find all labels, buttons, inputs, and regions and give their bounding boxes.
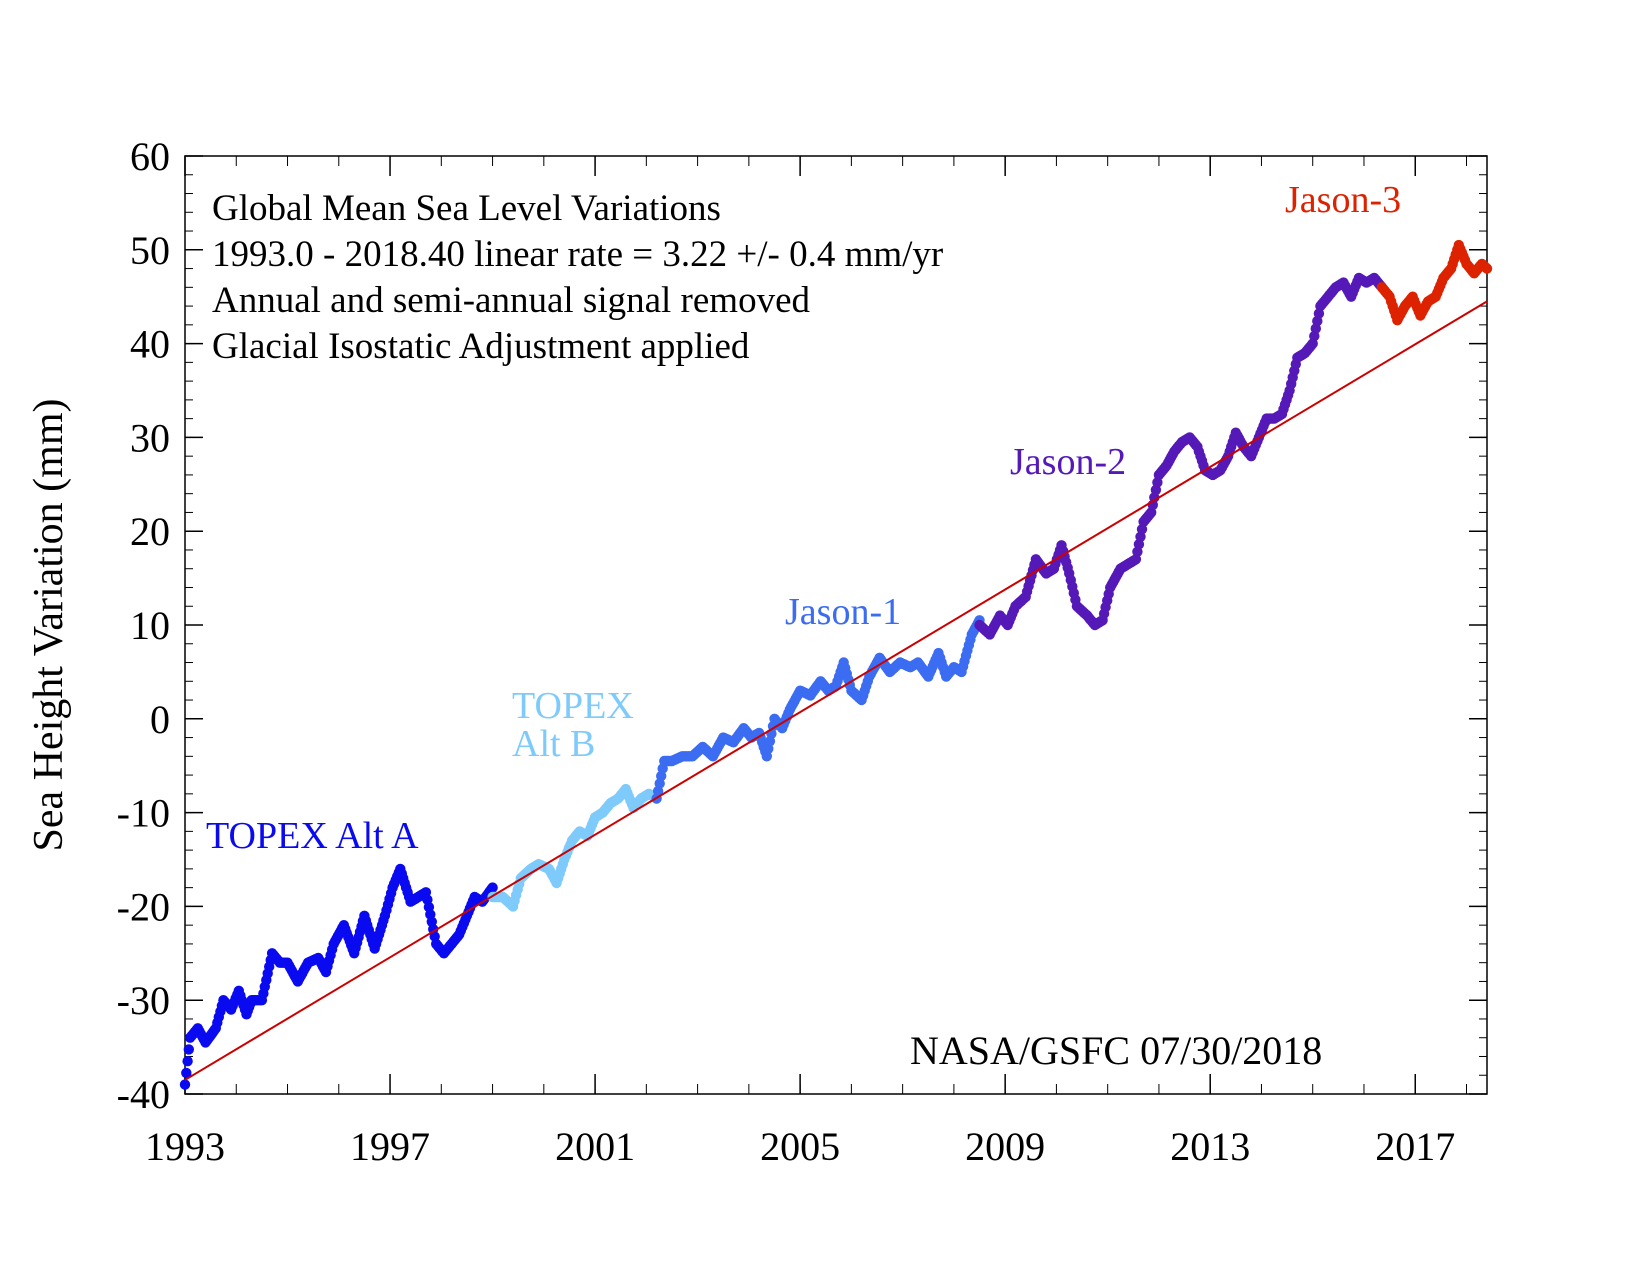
data-point [487,882,498,893]
x-tick-label: 1997 [350,1124,430,1169]
y-tick-label: -10 [117,791,170,836]
y-axis-label: Sea Height Variation (mm) [26,399,72,852]
series-layer [179,239,1493,1090]
annotation-gia: Glacial Isostatic Adjustment applied [212,326,750,367]
series-0 [179,863,498,1090]
x-tick-label: 2005 [760,1124,840,1169]
trend-line [184,300,1488,1081]
y-tick-label: 0 [150,697,170,742]
x-tick-label: 2017 [1375,1124,1455,1169]
y-tick-label: 10 [130,603,170,648]
x-tick-labels: 1993 1997 2001 2005 2009 2013 2017 [145,1124,1455,1169]
series-label-topex-alt-b-line1: TOPEX [512,685,634,727]
y-tick-label: -40 [117,1072,170,1117]
series-1 [487,783,662,912]
y-tick-label: -20 [117,884,170,929]
series-label-jason-1: Jason-1 [785,591,901,633]
data-point [179,1079,191,1090]
credit-label: NASA/GSFC 07/30/2018 [910,1028,1322,1073]
series-3 [974,272,1388,640]
data-point [1481,263,1493,274]
x-tick-label: 2001 [555,1124,635,1169]
y-tick-label: -30 [117,978,170,1023]
y-tick-label: 20 [130,509,170,554]
x-tick-label: 2009 [965,1124,1045,1169]
series-label-jason-2: Jason-2 [1010,441,1126,483]
data-point [181,1067,192,1079]
series-2 [651,615,985,804]
series-label-jason-3: Jason-3 [1285,179,1401,221]
y-tick-label: 60 [130,134,170,179]
y-tick-label: 50 [130,228,170,273]
annotation-title: Global Mean Sea Level Variations [212,188,721,229]
annotation-signal: Annual and semi-annual signal removed [212,280,810,321]
annotation-rate: 1993.0 - 2018.40 linear rate = 3.22 +/- … [212,234,943,275]
data-point [182,1056,193,1067]
y-tick-label: 30 [130,415,170,460]
series-label-topex-alt-a: TOPEX Alt A [206,815,419,857]
y-tick-label: 40 [130,322,170,367]
series-4 [1376,239,1493,326]
x-tick-label: 1993 [145,1124,225,1169]
series-label-topex-alt-b-line2: Alt B [512,723,595,765]
data-point [183,1044,194,1055]
x-tick-label: 2013 [1170,1124,1250,1169]
y-tick-labels: 60 50 40 30 20 10 0 -10 -20 -30 -40 [117,134,170,1117]
